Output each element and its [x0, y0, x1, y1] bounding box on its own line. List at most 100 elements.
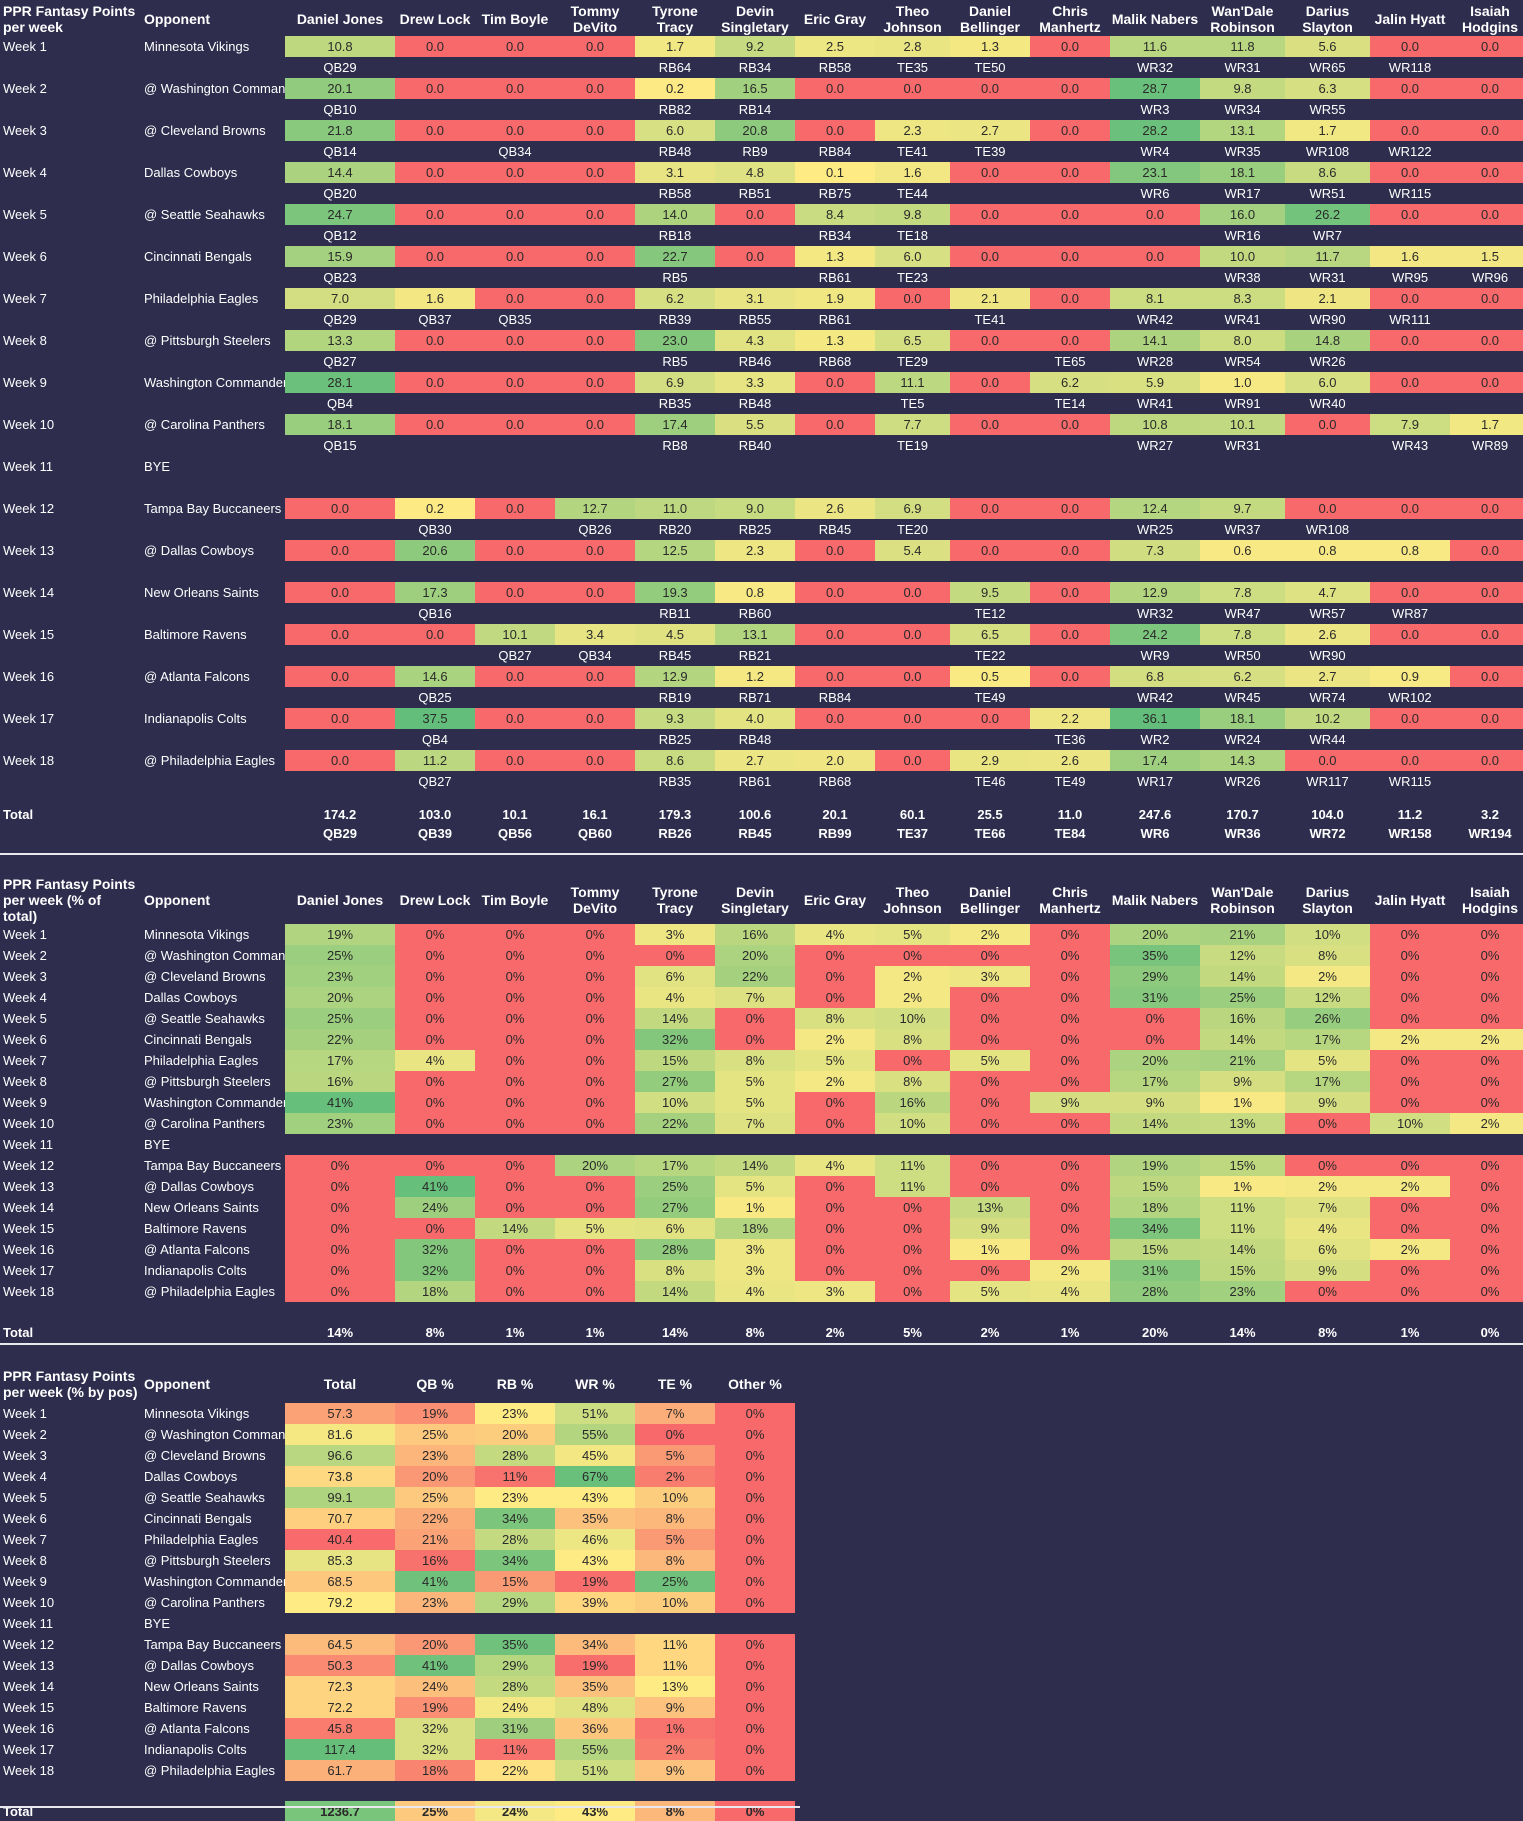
week-row: Week 16 @ Atlanta Falcons 0.0 14.6 0.0 0.0 12.… — [0, 666, 1523, 687]
opponent-name: @ Carolina Panthers — [144, 417, 265, 432]
spacer — [138, 729, 285, 750]
points-cell: 1.6 — [1370, 246, 1450, 267]
percent-cell: 22% — [635, 1113, 715, 1134]
points-cell: 6.0 — [635, 120, 715, 141]
percent-cell: 0% — [1370, 987, 1450, 1008]
rank-cell — [950, 267, 1030, 288]
points-cell: 0.0 — [950, 246, 1030, 267]
points-cell: 9.0 — [715, 498, 795, 519]
position-percent-cell: 5% — [635, 1445, 715, 1466]
points-cell: 11.0 — [635, 498, 715, 519]
percent-cell: 15% — [1200, 1260, 1285, 1281]
percent-cell: 0% — [1450, 1239, 1523, 1260]
rank-cell: RB14 — [738, 102, 772, 117]
points-cell: 7.7 — [875, 414, 950, 435]
percent-cell: 15% — [1110, 1176, 1200, 1197]
percent-cell: 23% — [285, 966, 395, 987]
percent-cell: 0% — [1450, 1050, 1523, 1071]
rank-cell — [950, 225, 1030, 246]
rank-cell — [555, 771, 635, 792]
percent-cell: 0% — [1030, 1050, 1110, 1071]
empty-cell — [395, 1613, 475, 1634]
week-label: Week 18 — [3, 753, 55, 768]
total-cell: 1% — [505, 1324, 525, 1340]
percent-cell: 0% — [475, 987, 555, 1008]
percent-cell: 13% — [1200, 1113, 1285, 1134]
percent-cell: 4% — [1030, 1281, 1110, 1302]
percent-cell: 17% — [1110, 1071, 1200, 1092]
points-cell: 17.4 — [635, 414, 715, 435]
rank-cell — [875, 309, 950, 330]
rank-cell: RB5 — [662, 270, 688, 285]
spacer — [0, 183, 138, 204]
player-header: Isaiah Hodgins — [1462, 3, 1518, 35]
position-percent-cell: 8% — [635, 1550, 715, 1571]
rank-row: QB27 RB35 RB61 RB68 TE46 TE49 WR17 WR26 WR117 WR1… — [0, 771, 1523, 792]
rank-cell: WR111 — [1389, 312, 1431, 327]
opponent-name: Philadelphia Eagles — [144, 1532, 259, 1547]
opponent-name: @ Washington Commanders — [144, 948, 285, 963]
rank-cell: QB34 — [578, 648, 612, 663]
points-cell: 0.0 — [795, 708, 875, 729]
week-label: Week 6 — [3, 249, 47, 264]
empty-cell — [875, 456, 950, 477]
percent-cell: 0% — [475, 1176, 555, 1197]
rank-row — [0, 561, 1523, 582]
percent-cell: 0% — [395, 924, 475, 945]
points-cell: 0.0 — [1370, 78, 1450, 99]
percent-cell: 3% — [715, 1239, 795, 1260]
week-label: Week 14 — [3, 585, 55, 600]
player-header: Daniel Jones — [296, 892, 384, 908]
percent-cell: 5% — [950, 1050, 1030, 1071]
spacer-row — [0, 1781, 795, 1801]
opponent-name: @ Seattle Seahawks — [144, 1490, 265, 1505]
total-cell: 179.3 — [658, 807, 692, 822]
rank-cell: WR57 — [1309, 606, 1346, 621]
opponent-name: @ Cleveland Browns — [144, 123, 266, 138]
week-label: Week 5 — [3, 207, 47, 222]
points-cell: 8.1 — [1110, 288, 1200, 309]
week-label: Week 12 — [3, 1158, 55, 1173]
week-row: Week 11 BYE — [0, 456, 1523, 477]
rank-cell — [1030, 183, 1110, 204]
week-row: Week 14 New Orleans Saints 72.3 24% 28% 35% 13… — [0, 1676, 795, 1697]
percent-cell: 7% — [715, 1113, 795, 1134]
week-label: Week 11 — [3, 1616, 54, 1631]
points-cell: 2.6 — [795, 498, 875, 519]
rank-cell: RB48 — [738, 396, 772, 411]
total-rank-cell: WR194 — [1468, 825, 1512, 841]
rank-cell — [795, 99, 875, 120]
percent-cell: 9% — [1200, 1071, 1285, 1092]
rank-cell — [1200, 561, 1285, 582]
points-cell: 0.0 — [285, 750, 395, 771]
empty-cell — [475, 456, 555, 477]
rank-cell: RB21 — [738, 648, 772, 663]
rank-cell: WR87 — [1391, 606, 1429, 621]
table-title: PPR Fantasy Points per week (% of total) — [3, 876, 136, 924]
rank-cell — [555, 57, 635, 78]
points-cell: 4.8 — [715, 162, 795, 183]
percent-cell: 5% — [795, 1050, 875, 1071]
rank-cell — [285, 519, 395, 540]
week-row: Week 13 @ Dallas Cowboys 0% 41% 0% 0% 25% 5% 0% 1… — [0, 1176, 1523, 1197]
rank-cell: QB37 — [418, 312, 452, 327]
opponent-name: @ Pittsburgh Steelers — [144, 1553, 271, 1568]
empty-cell — [1450, 1134, 1523, 1155]
percent-cell: 8% — [875, 1029, 950, 1050]
points-cell: 5.9 — [1110, 372, 1200, 393]
total-cell: 0% — [715, 1801, 795, 1821]
percent-cell: 0% — [475, 1155, 555, 1176]
points-cell: 0.0 — [950, 330, 1030, 351]
position-percent-cell: 7% — [635, 1403, 715, 1424]
spacer — [0, 309, 138, 330]
empty-cell — [285, 1134, 395, 1155]
rank-cell: WR38 — [1224, 270, 1261, 285]
points-cell: 23.0 — [635, 330, 715, 351]
points-cell: 1.3 — [795, 246, 875, 267]
opponent-name: Dallas Cowboys — [144, 165, 238, 180]
player-header: Darius Slayton — [1302, 3, 1353, 35]
rank-cell: QB26 — [578, 522, 612, 537]
total-cell: 247.6 — [1138, 807, 1172, 822]
points-cell: 14.0 — [635, 204, 715, 225]
points-cell: 14.4 — [285, 162, 395, 183]
